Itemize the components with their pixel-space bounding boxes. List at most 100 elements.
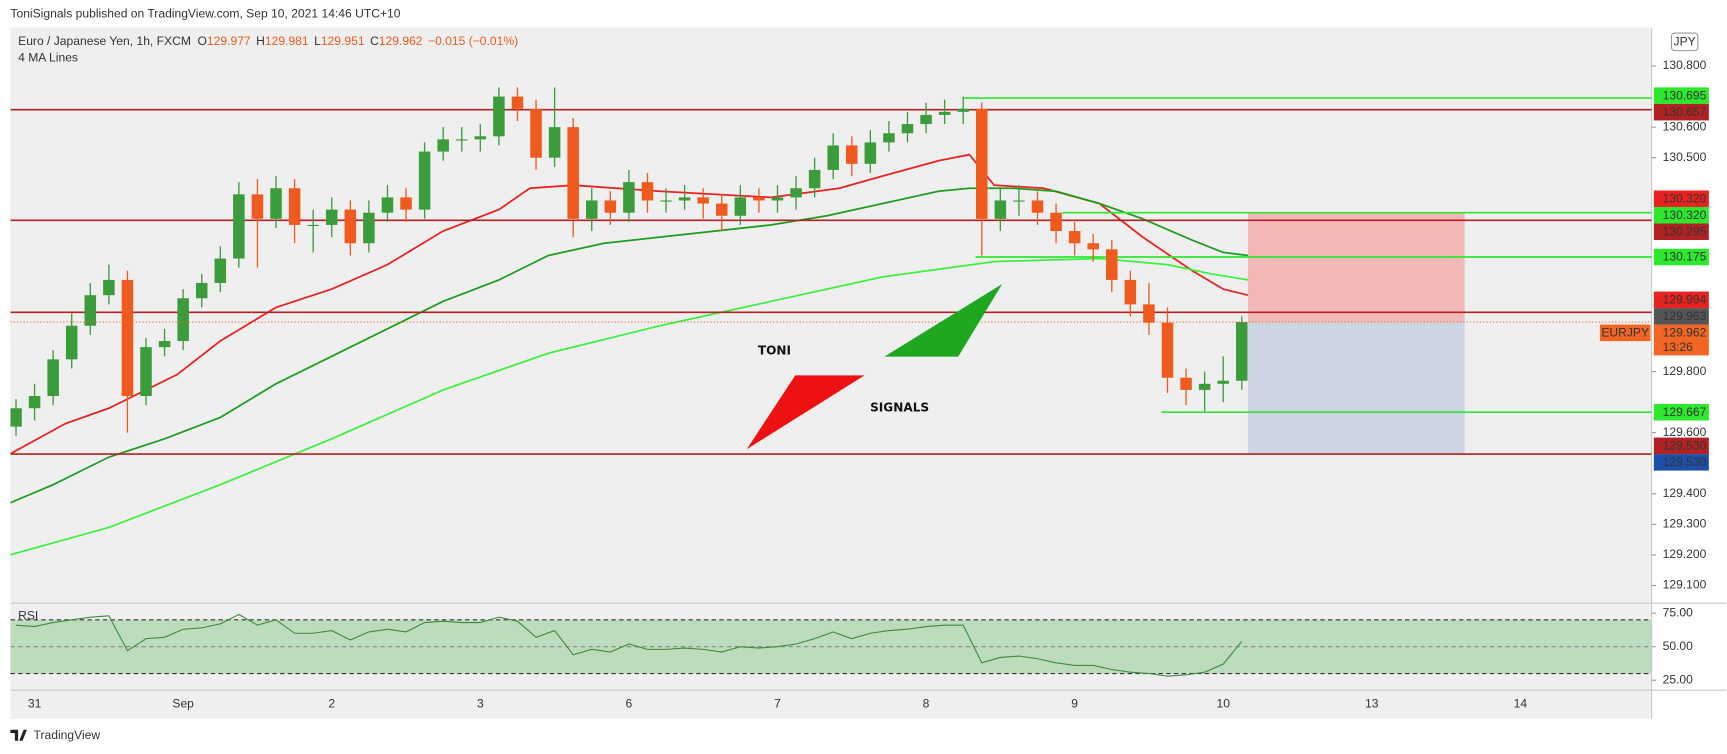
rsi-pane	[10, 613, 1652, 677]
candle-body	[716, 203, 728, 216]
price-label-text: 130.320	[1663, 191, 1707, 205]
x-tick-label: 13	[1365, 697, 1379, 711]
candle-body	[177, 298, 189, 342]
watermark-text: TONI	[758, 343, 791, 357]
candle-body	[938, 111, 951, 115]
countdown: 13:26	[1663, 340, 1694, 354]
rsi-title: RSI	[18, 609, 38, 623]
candle-body	[121, 279, 134, 397]
x-tick-label: 10	[1216, 697, 1230, 711]
change: −0.015 (−0.01%)	[428, 34, 518, 48]
candle-body	[233, 194, 245, 259]
candle-body	[381, 197, 394, 213]
publish-info: ToniSignals published on TradingView.com…	[10, 7, 400, 21]
candle-body	[474, 136, 487, 140]
price-label	[1653, 87, 1709, 104]
y-tick-label: 25.00	[1663, 672, 1694, 686]
candle-body	[1180, 377, 1192, 390]
candle-body	[325, 209, 338, 225]
candle-body	[511, 96, 524, 109]
x-tick-label: 9	[1071, 697, 1078, 711]
x-tick-label: 8	[923, 697, 930, 711]
candle-body	[47, 359, 59, 397]
y-tick-label: 130.500	[1663, 150, 1707, 164]
candle-body	[65, 325, 78, 360]
candle-body	[1236, 322, 1248, 381]
price-label	[1653, 291, 1709, 309]
watermark-triangle	[746, 375, 865, 450]
candle-body	[158, 341, 171, 348]
candle-body	[976, 108, 988, 219]
price-label-text: 130.320	[1663, 208, 1707, 222]
moving-average	[10, 187, 1249, 504]
y-tick-label: 130.800	[1663, 58, 1707, 72]
candle-body	[363, 212, 375, 244]
candle-body	[753, 197, 765, 201]
candle-body	[567, 127, 579, 219]
price-label	[1653, 248, 1709, 266]
candle-body	[10, 408, 22, 427]
price-label	[1653, 324, 1709, 356]
currency[interactable]: JPY	[1674, 35, 1696, 49]
price-label-text: 129.530	[1663, 439, 1707, 453]
candle-body	[808, 169, 821, 189]
candle-body	[493, 96, 505, 137]
candle-body	[771, 197, 784, 201]
footer-logo	[10, 729, 27, 741]
footer-text: TradingView	[34, 728, 101, 742]
candle-body	[641, 182, 654, 201]
candle-body	[604, 200, 617, 213]
symbol-tag-text: EURJPY	[1601, 326, 1649, 340]
candle-body	[1124, 279, 1137, 305]
stop-zone	[1247, 212, 1465, 323]
ohlc-key: O	[198, 34, 207, 48]
ohlc-key: H	[256, 34, 265, 48]
moving-average	[10, 257, 1249, 556]
legend: Euro / Japanese Yen, 1h, FXCM O129.977 H12…	[18, 34, 518, 48]
candle-body	[455, 139, 468, 141]
watermark-text: SIGNALS	[870, 401, 929, 415]
price-label	[1653, 437, 1709, 455]
y-tick-label: 75.00	[1663, 605, 1694, 619]
price-label-text: 129.530	[1663, 455, 1707, 469]
x-tick-label: 2	[328, 697, 335, 711]
x-tick-label: 6	[626, 697, 633, 711]
candle-body	[1050, 212, 1062, 232]
candle-body	[660, 200, 672, 202]
y-tick-label: 129.600	[1663, 425, 1707, 439]
candle-body	[103, 279, 115, 296]
candle-body	[846, 145, 858, 164]
ohlc-key: L	[314, 34, 321, 48]
candle-body	[400, 197, 412, 210]
ohlc-key: C	[370, 34, 379, 48]
y-tick-label: 130.600	[1663, 119, 1707, 133]
candle-body	[1198, 383, 1211, 390]
candle-body	[251, 194, 264, 219]
candle-body	[1143, 304, 1155, 323]
candle-body	[790, 188, 802, 198]
candle-body	[288, 188, 301, 225]
candle-body	[678, 197, 691, 201]
currency-box[interactable]	[1670, 32, 1699, 52]
candle-body	[1013, 200, 1025, 202]
x-tick-label: 31	[28, 697, 42, 711]
price-label	[1653, 223, 1709, 241]
y-tick-label: 50.00	[1663, 639, 1694, 653]
candle-body	[734, 197, 747, 216]
candle-body	[84, 295, 97, 326]
candle-body	[344, 209, 357, 244]
price-label	[1653, 190, 1709, 207]
y-tick-label: 129.400	[1663, 486, 1707, 500]
candle-body	[864, 142, 877, 164]
ohlc-value: 129.951	[321, 34, 365, 48]
price-label-text: 130.175	[1663, 250, 1707, 264]
candle-body	[437, 139, 449, 152]
rsi-line	[15, 613, 1243, 677]
candle-body	[548, 127, 561, 158]
candle-body	[270, 188, 282, 219]
candle-body	[1087, 243, 1099, 250]
x-tick-label: 7	[774, 697, 781, 711]
price-label-text: 129.667	[1663, 405, 1707, 419]
